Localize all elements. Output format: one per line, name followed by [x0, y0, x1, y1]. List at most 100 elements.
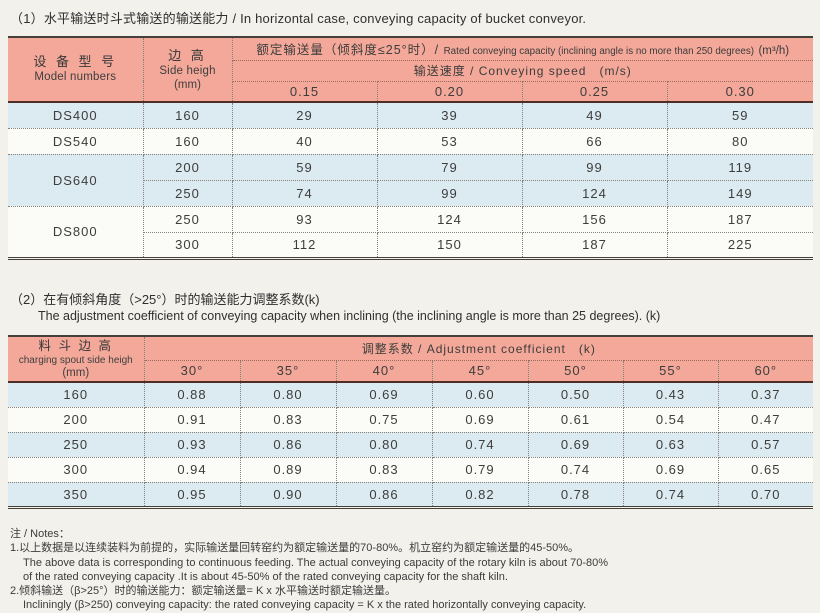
table-row: 350 0.95 0.90 0.86 0.82 0.78 0.74 0.70 [8, 482, 814, 508]
note-1-zh: 1.以上数据是以连续装料为前提的，实际输送量回转窑约为额定输送量的70-80%。… [10, 542, 579, 555]
value-cell: 59 [231, 154, 378, 181]
note-2-en: Incliningly (β>250) conveying capacity: … [23, 599, 587, 612]
coeff-cell: 0.54 [622, 407, 719, 433]
coeff-cell: 0.74 [622, 482, 719, 508]
table-row: DS800 250 93 124 156 187 [8, 206, 813, 259]
coeff-cell: 0.86 [239, 432, 337, 458]
table-row: 250 0.93 0.86 0.80 0.74 0.69 0.63 0.57 [8, 432, 814, 458]
coeff-cell: 0.94 [143, 457, 241, 483]
coefficient-table-header: 料 斗 边 高 charging spout side heigh (mm) 调… [8, 336, 814, 383]
table-row: DS640 200 59 79 99 119 [8, 154, 813, 207]
model-cell: DS800 [8, 206, 144, 259]
header-angle-3: 45° [431, 360, 529, 383]
value-cell: 74 [231, 180, 378, 207]
notes-section: 注 / Notes： 1.以上数据是以连续装料为前提的，实际输送量回转窑约为额定… [10, 527, 608, 613]
side-cell: 250 [143, 180, 233, 207]
value-cell: 99 [376, 180, 523, 207]
model-cell: DS400 [8, 102, 144, 129]
value-cell: 124 [521, 180, 668, 207]
header-adjustment-coefficient: 调整系数 / Adjustment coefficient (k) [143, 336, 814, 361]
header-speed-0: 0.15 [232, 81, 378, 103]
value-cell: 156 [521, 206, 668, 233]
section2-title-en: The adjustment coefficient of conveying … [38, 309, 661, 323]
value-cell: 93 [231, 206, 378, 233]
coeff-cell: 0.82 [431, 482, 529, 508]
coeff-cell: 0.78 [527, 482, 624, 508]
header-side-zh: 边 高 [168, 48, 207, 64]
model-cell: DS540 [8, 128, 144, 155]
coeff-cell: 0.80 [239, 382, 337, 408]
side-cell: 250 [142, 206, 233, 233]
value-cell: 59 [666, 102, 813, 129]
coeff-cell: 0.43 [622, 382, 719, 408]
table-row: 300 112 150 187 225 [8, 232, 813, 259]
coeff-cell: 0.69 [335, 382, 433, 408]
value-cell: 49 [521, 102, 668, 129]
value-cell: 187 [666, 206, 813, 233]
value-cell: 112 [231, 232, 378, 259]
coeff-cell: 0.69 [622, 457, 719, 483]
coeff-cell: 0.89 [239, 457, 337, 483]
header-spout-zh: 料 斗 边 高 [38, 339, 113, 354]
header-model-zh: 设 备 型 号 [33, 54, 118, 70]
header-angle-4: 50° [527, 360, 624, 383]
section2-title-zh: （2）在有倾斜角度（>25°）时的输送能力调整系数(k) [10, 292, 320, 307]
coeff-cell: 0.74 [527, 457, 624, 483]
table-row: DS400 160 29 39 49 59 [8, 102, 813, 129]
coeff-cell: 0.69 [431, 407, 529, 433]
header-model-en: Model numbers [34, 70, 117, 83]
header-side-unit: (mm) [174, 78, 201, 91]
note-1-en-line2: of the rated conveying capacity .It is a… [23, 570, 508, 583]
coeff-cell: 0.80 [335, 432, 433, 458]
header-rated-capacity: 额定输送量（倾斜度≤25°时）/ Rated conveying capacit… [231, 37, 813, 61]
header-angle-5: 55° [622, 360, 719, 383]
coeff-cell: 0.90 [239, 482, 337, 508]
coeff-cell: 0.61 [527, 407, 624, 433]
value-cell: 29 [231, 102, 378, 129]
table-row: 200 0.91 0.83 0.75 0.69 0.61 0.54 0.47 [8, 407, 814, 433]
note-2-zh: 2.倾斜输送（β>25°）时的输送能力：额定输送量= K x 水平输送时额定输送… [10, 585, 396, 598]
header-speed-1: 0.20 [376, 81, 523, 103]
coeff-cell: 0.60 [431, 382, 529, 408]
side-cell: 160 [142, 128, 233, 155]
note-1-en-line1: The above data is corresponding to conti… [23, 556, 608, 569]
value-cell: 39 [376, 102, 523, 129]
value-cell: 119 [666, 154, 813, 181]
header-angle-2: 40° [335, 360, 433, 383]
section1-title: （1）水平输送时斗式输送的输送能力 / In horizontal case, … [10, 11, 587, 26]
model-cell: DS640 [8, 154, 144, 207]
header-side-heigh: 边 高 Side heigh (mm) [142, 37, 233, 103]
value-cell: 66 [521, 128, 668, 155]
capacity-table-header: 设 备 型 号 Model numbers 边 高 Side heigh (mm… [8, 37, 813, 103]
header-spout-en: charging spout side heigh [18, 354, 133, 366]
header-capacity-en: Rated conveying capacity (inclining angl… [443, 45, 754, 57]
coeff-cell: 0.74 [431, 432, 529, 458]
side-cell: 300 [8, 457, 145, 483]
side-cell: 160 [8, 382, 145, 408]
header-conveying-speed: 输送速度 / Conveying speed (m/s) [232, 60, 813, 82]
value-cell: 150 [376, 232, 523, 259]
header-speed-2: 0.25 [521, 81, 668, 103]
coeff-cell: 0.69 [527, 432, 624, 458]
coeff-cell: 0.57 [717, 432, 814, 458]
coeff-cell: 0.88 [143, 382, 241, 408]
header-capacity-zh: 额定输送量（倾斜度≤25°时）/ [256, 42, 440, 57]
header-capacity-unit: (m³/h) [758, 44, 790, 57]
header-side-en: Side heigh [159, 64, 216, 77]
coeff-cell: 0.70 [717, 482, 814, 508]
coeff-cell: 0.93 [143, 432, 241, 458]
side-cell: 160 [142, 102, 233, 129]
side-cell: 200 [142, 154, 233, 181]
coeff-cell: 0.86 [335, 482, 433, 508]
header-angle-6: 60° [717, 360, 814, 383]
coefficient-table: 料 斗 边 高 charging spout side heigh (mm) 调… [8, 335, 814, 509]
side-cell: 300 [143, 232, 233, 259]
coeff-cell: 0.91 [143, 407, 241, 433]
value-cell: 225 [666, 232, 813, 259]
value-cell: 99 [521, 154, 668, 181]
coeff-cell: 0.65 [717, 457, 814, 483]
value-cell: 53 [376, 128, 523, 155]
side-cell: 250 [8, 432, 145, 458]
header-spout-side-heigh: 料 斗 边 高 charging spout side heigh (mm) [8, 336, 145, 383]
